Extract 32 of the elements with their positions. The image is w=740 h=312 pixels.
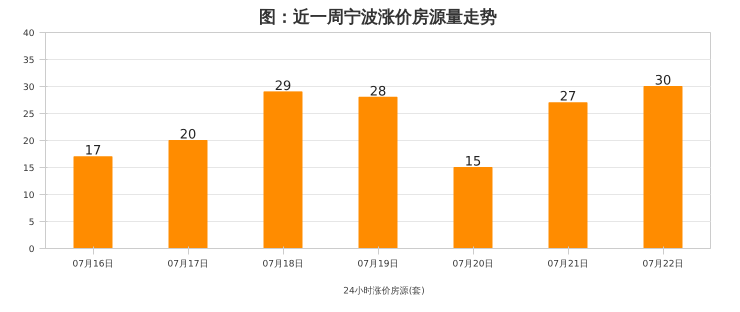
data-label: 27	[560, 90, 576, 105]
y-tick-label: 10	[23, 191, 35, 201]
bar	[168, 140, 208, 248]
data-label: 29	[274, 78, 292, 94]
bar	[644, 86, 682, 248]
bar	[358, 96, 398, 248]
chart-title: 图：近一周宁波涨价房源量走势	[259, 8, 497, 28]
x-tick-label: 07月20日	[452, 260, 494, 270]
y-tick-label: 5	[28, 218, 35, 228]
y-tick-label: 15	[23, 164, 34, 174]
x-tick-label: 07月19日	[358, 260, 398, 270]
x-tick-label: 07月16日	[72, 260, 114, 270]
y-tick-label: 30	[23, 83, 35, 93]
bar	[74, 156, 112, 248]
x-tick-label: 07月17日	[168, 260, 208, 270]
y-tick-label: 40	[23, 29, 35, 39]
data-label: 15	[464, 154, 482, 170]
data-label: 17	[84, 144, 102, 159]
y-tick-label: 20	[23, 137, 35, 147]
text: 24小时涨价房源(套)	[343, 285, 425, 298]
bar	[548, 102, 588, 248]
y-tick-label: 0	[28, 245, 35, 255]
bar	[264, 91, 302, 248]
bar	[454, 167, 492, 248]
x-tick-label: 07月21日	[548, 260, 588, 270]
y-tick-label: 25	[23, 110, 34, 120]
data-label: 28	[370, 84, 386, 100]
y-tick-label: 35	[23, 56, 34, 66]
x-tick-label: 07月22日	[642, 260, 684, 270]
x-tick-label: 07月18日	[262, 260, 304, 270]
data-label: 20	[180, 128, 196, 142]
data-label: 30	[654, 74, 672, 88]
